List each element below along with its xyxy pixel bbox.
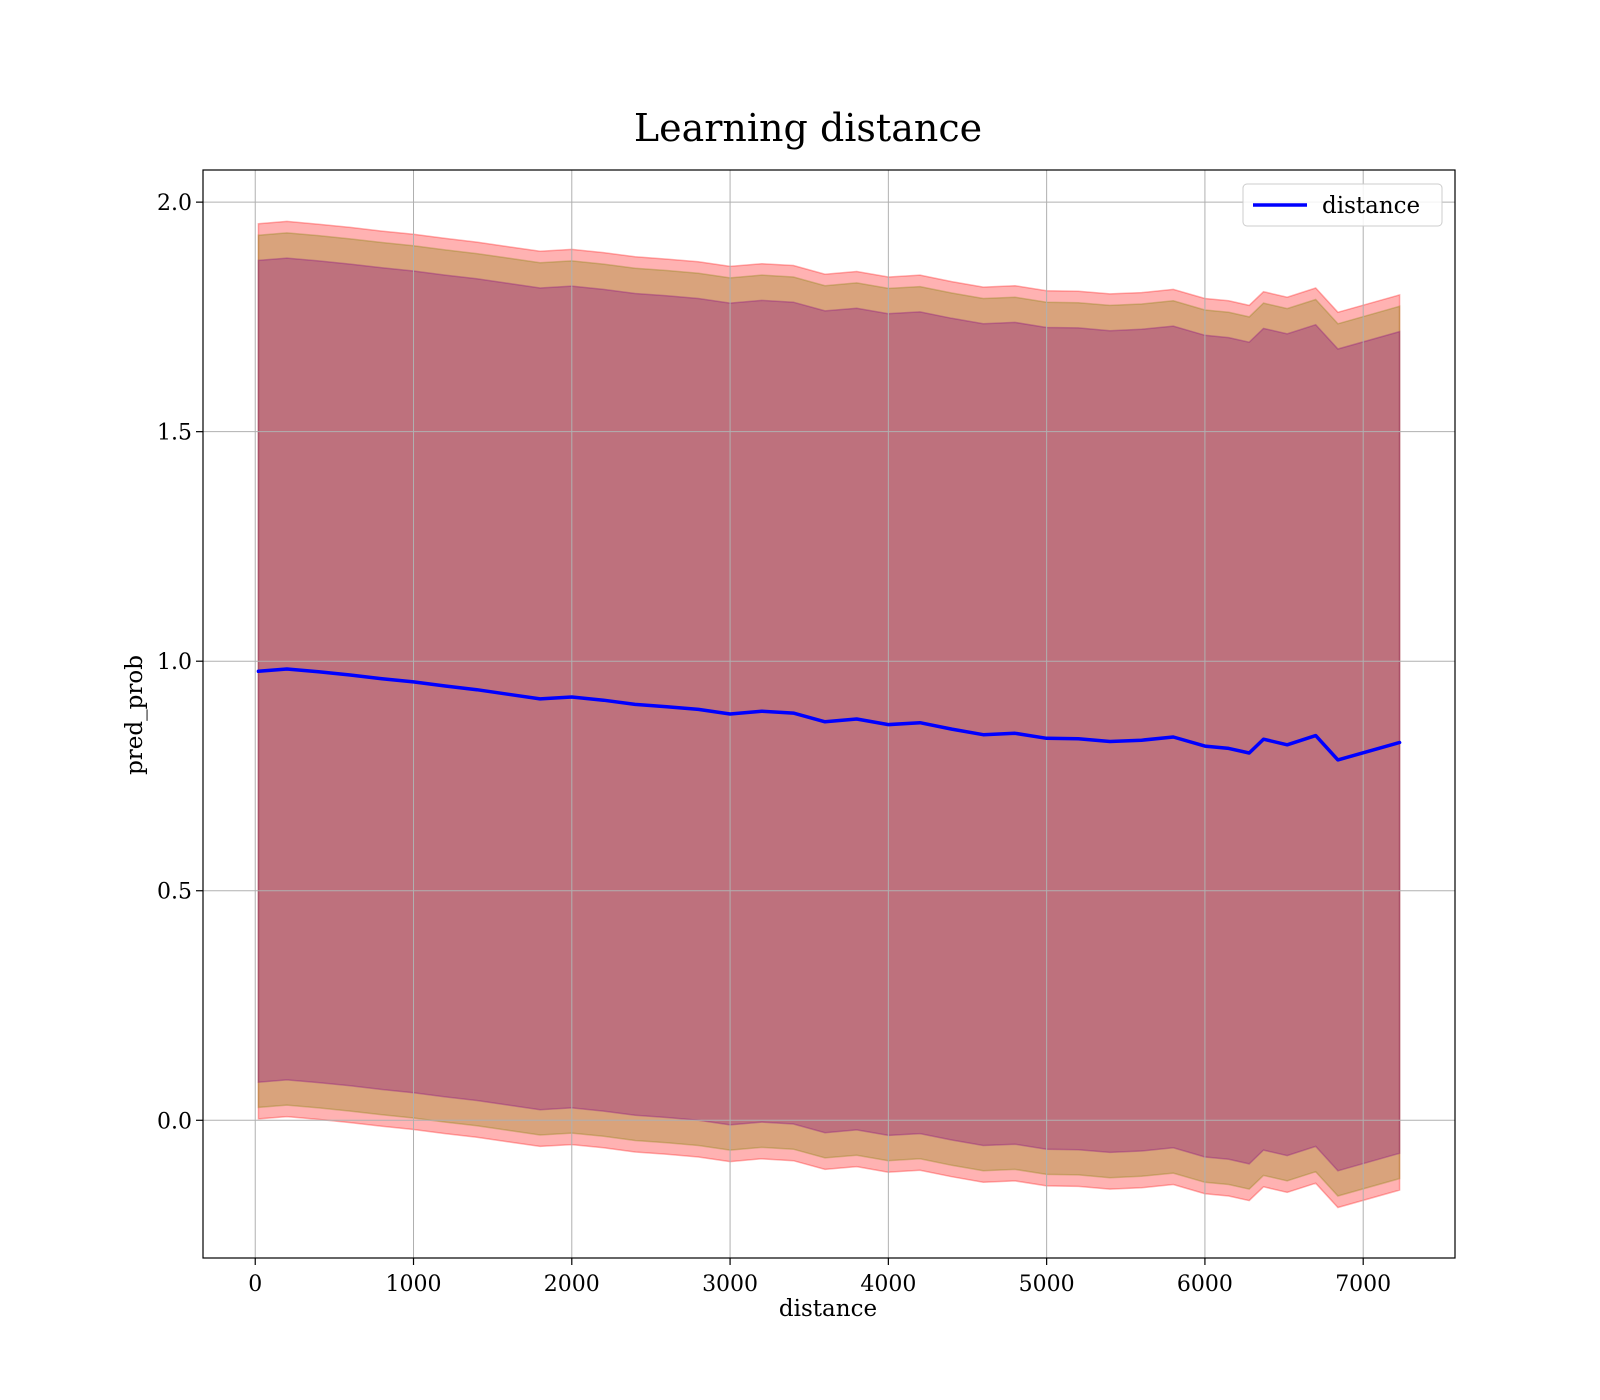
x-tick-label: 6000 <box>1177 1272 1233 1297</box>
x-tick-label: 2000 <box>544 1272 600 1297</box>
y-axis-label: pred_prob <box>122 655 148 775</box>
x-tick-label: 7000 <box>1335 1272 1391 1297</box>
x-axis-label: distance <box>779 1296 877 1322</box>
axes-frame <box>202 169 1456 1259</box>
y-tick-label: 0.5 <box>157 880 192 905</box>
y-tick-label: 2.0 <box>157 191 192 216</box>
x-tick-label: 1000 <box>386 1272 442 1297</box>
series-line-distance <box>256 667 1402 762</box>
y-tick-label: 1.5 <box>157 421 192 446</box>
y-tick-label: 1.0 <box>157 650 192 675</box>
legend-label-distance: distance <box>1322 193 1420 219</box>
x-tick-label: 0 <box>248 1272 262 1297</box>
band-inner <box>257 257 1401 1172</box>
plot-area: 0 1000 2000 3000 4000 5000 6000 7000 0.0 0.5 1.0 1.… <box>157 169 1456 1297</box>
x-tick-label: 5000 <box>1019 1272 1075 1297</box>
band-outer <box>257 220 1401 1209</box>
band-middle <box>257 232 1401 1197</box>
legend-box <box>1242 183 1443 227</box>
x-tick-label: 4000 <box>860 1272 916 1297</box>
chart-title: Learning distance <box>634 106 982 150</box>
y-tick-label: 0.0 <box>157 1109 192 1134</box>
legend: distance <box>1242 183 1443 227</box>
x-tick-label: 3000 <box>702 1272 758 1297</box>
